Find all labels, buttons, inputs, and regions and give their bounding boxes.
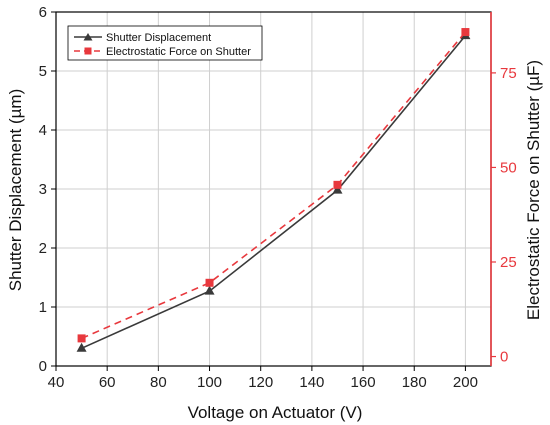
series-layer xyxy=(76,28,471,352)
legend-label: Shutter Displacement xyxy=(106,32,211,44)
legend-item-shutter-displacement: Shutter Displacement xyxy=(74,32,211,44)
y-right-tick-label: 50 xyxy=(500,159,517,176)
y-axis-title-right: Electrostatic Force on Shutter (µF) xyxy=(524,60,543,320)
y-left-tick-label: 4 xyxy=(39,122,47,139)
legend-triangle-marker xyxy=(83,33,93,41)
legend: Shutter Displacement Electrostatic Force… xyxy=(67,25,263,61)
y-left-tick-label: 1 xyxy=(39,299,47,316)
x-tick-label: 100 xyxy=(197,374,222,391)
x-axis-title: Voltage on Actuator (V) xyxy=(188,403,363,422)
data-point-triangle xyxy=(76,342,87,352)
y-left-tick-label: 3 xyxy=(39,181,47,198)
grid xyxy=(56,12,491,366)
legend-label: Electrostatic Force on Shutter xyxy=(106,46,251,58)
x-tick-label: 180 xyxy=(402,374,427,391)
y-left-tick-label: 5 xyxy=(39,63,47,80)
y-left-tick-label: 6 xyxy=(39,4,47,21)
x-tick-label: 60 xyxy=(99,374,116,391)
data-point-triangle xyxy=(204,285,215,295)
data-point-square xyxy=(77,334,86,343)
series-line-2 xyxy=(81,31,467,340)
y-right-tick-label: 25 xyxy=(500,254,517,271)
y-axis-title-left: Shutter Displacement (µm) xyxy=(6,89,25,292)
x-tick-label: 80 xyxy=(150,374,167,391)
y-left-tick-label: 0 xyxy=(39,358,47,375)
y-right-tick-label: 75 xyxy=(500,65,517,82)
data-point-square xyxy=(333,180,342,189)
x-tick-label: 160 xyxy=(351,374,376,391)
x-tick-label: 140 xyxy=(299,374,324,391)
data-point-square xyxy=(461,28,470,37)
x-tick-label: 40 xyxy=(48,374,65,391)
legend-item-electrostatic-force: Electrostatic Force on Shutter xyxy=(74,46,251,58)
data-point-triangle xyxy=(332,184,343,194)
x-tick-label: 200 xyxy=(453,374,478,391)
legend-box xyxy=(67,25,263,61)
data-point-square xyxy=(205,278,214,287)
legend-square-marker xyxy=(84,47,92,55)
x-tick-label: 120 xyxy=(248,374,273,391)
y-left-tick-label: 2 xyxy=(39,240,47,257)
y-right-tick-label: 0 xyxy=(500,349,508,366)
series-line-1 xyxy=(81,35,467,350)
